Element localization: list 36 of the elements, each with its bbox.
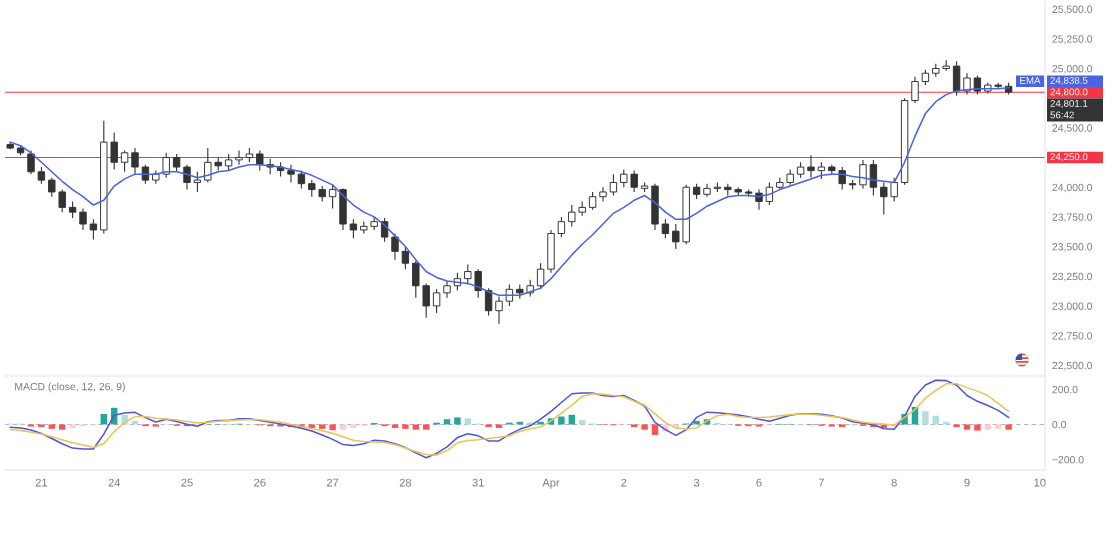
- series-label: EMA: [1020, 77, 1041, 84]
- x-tick-label: 10: [1034, 478, 1046, 487]
- y-tick-label: 200.0: [1052, 385, 1078, 394]
- chart-title: MACD (close, 12, 26, 9): [15, 382, 125, 393]
- x-tick-label: 27: [326, 478, 339, 487]
- x-tick-label: 28: [399, 478, 412, 487]
- y-tick-label: 25,250.0: [1052, 35, 1093, 44]
- x-tick-label: 24: [108, 478, 121, 487]
- x-tick-label: 8: [891, 478, 897, 487]
- text: 24,838.5: [1050, 76, 1088, 85]
- y-tick-label: 22,500.0: [1052, 361, 1093, 371]
- y-tick-label: 23,000.0: [1052, 302, 1093, 312]
- text: 56:42: [1050, 111, 1074, 119]
- y-tick-label: 24,500.0: [1052, 124, 1093, 133]
- x-tick-label: 6: [756, 478, 762, 487]
- y-tick-label: −200.0: [1052, 455, 1084, 464]
- x-tick-label: 25: [181, 478, 193, 487]
- x-tick-label: 2: [621, 478, 627, 487]
- ref-line-label: 24,250.0: [1050, 153, 1088, 162]
- x-tick-label: 21: [35, 478, 48, 487]
- x-tick-label: Apr: [542, 478, 560, 489]
- y-tick-label: 25,000.0: [1052, 64, 1093, 74]
- y-tick-label: 22,750.0: [1052, 332, 1093, 341]
- y-tick-label: 24,000.0: [1052, 183, 1093, 193]
- x-tick-label: 3: [693, 478, 700, 487]
- y-tick-label: 25,500.0: [1052, 5, 1093, 15]
- x-tick-label: 26: [254, 478, 266, 487]
- y-tick-label: 23,500.0: [1052, 243, 1093, 252]
- y-tick-label: 0.0: [1052, 420, 1067, 429]
- ref-line-label: 24,800.0: [1050, 88, 1088, 97]
- text: 24,801.1: [1050, 99, 1088, 108]
- y-tick-label: 23,250.0: [1052, 272, 1093, 282]
- y-tick-label: 23,750.0: [1052, 213, 1093, 223]
- x-tick-label: 9: [964, 478, 970, 487]
- x-tick-label: 31: [472, 478, 484, 487]
- x-tick-label: 7: [818, 478, 824, 487]
